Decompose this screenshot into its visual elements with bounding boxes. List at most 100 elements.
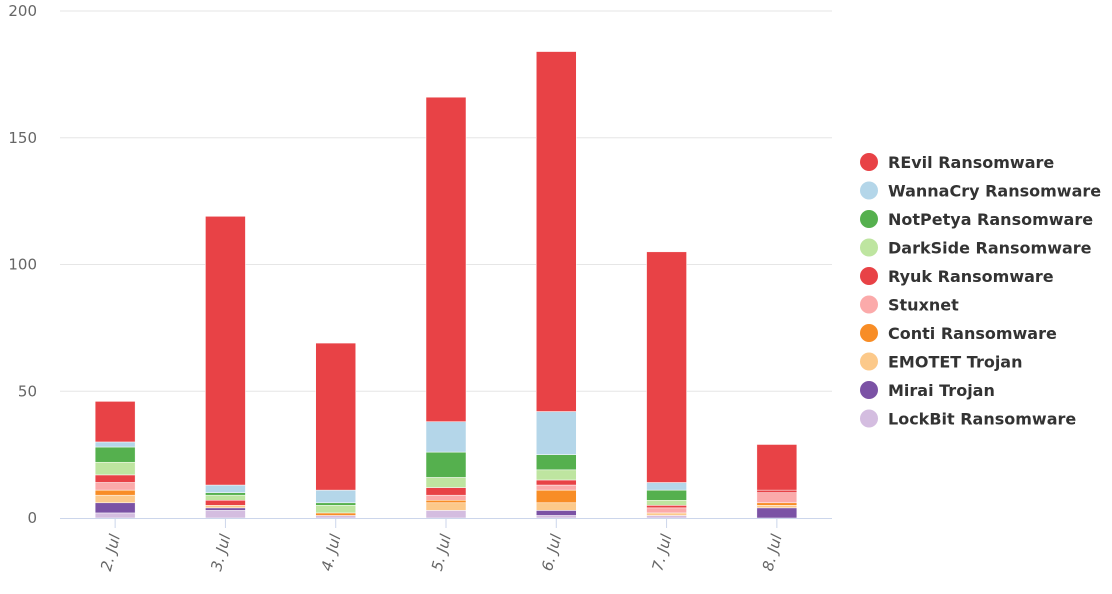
legend-item[interactable]: EMOTET Trojan [860,352,1023,372]
bar-segment[interactable] [646,251,687,483]
bar-segment[interactable] [646,489,687,501]
bar-segment[interactable] [94,494,136,504]
bar-segment[interactable] [646,515,687,519]
legend-item[interactable]: WannaCry Ransomware [860,181,1101,201]
bar-segment[interactable] [646,500,687,506]
bar-segment[interactable] [536,469,577,481]
bar-segment[interactable] [205,484,246,493]
legend-item[interactable]: LockBit Ransomware [860,409,1076,429]
bar-segment[interactable] [536,411,577,455]
bar-segment[interactable] [425,510,467,519]
legend-item[interactable]: Conti Ransomware [860,324,1057,343]
bars [94,51,798,519]
bar-segment[interactable] [94,502,136,514]
legend-item[interactable]: Ryuk Ransomware [860,267,1054,286]
bar-segment[interactable] [646,507,687,514]
bar-segment[interactable] [425,502,467,511]
bar-segment[interactable] [94,461,136,476]
legend-label: EMOTET Trojan [888,353,1023,372]
bar-segment[interactable] [315,502,356,506]
legend-marker [860,352,878,371]
bar-segment[interactable] [756,444,798,491]
x-tick-label: 6. Jul [538,532,565,573]
bar-segment[interactable] [425,500,467,504]
bar-segment[interactable] [94,401,136,443]
legend-marker [860,153,878,171]
bar-segment[interactable] [756,507,798,519]
legend-marker [860,324,878,342]
legend-marker [860,267,878,285]
bar-segment[interactable] [315,342,356,491]
legend-item[interactable]: DarkSide Ransomware [860,238,1092,258]
bar-segment[interactable] [205,494,246,501]
bar-segment[interactable] [536,489,577,504]
bar-segment[interactable] [205,510,246,519]
bar-segment[interactable] [536,515,577,519]
y-axis: 0 50 100 150 200 [8,2,37,527]
bar-segment[interactable] [94,482,136,491]
legend-marker [860,381,878,399]
bar-segment[interactable] [425,451,467,478]
bar-segment[interactable] [205,507,246,511]
bar-segment[interactable] [94,474,136,483]
legend-item[interactable]: Mirai Trojan [860,381,995,400]
bar-segment[interactable] [536,484,577,491]
legend-item[interactable]: Stuxnet [860,295,959,315]
legend-label: LockBit Ransomware [888,410,1076,429]
bar-segment[interactable] [646,505,687,509]
x-tick-label: 2. Jul [97,532,124,573]
legend-label: NotPetya Ransomware [888,210,1093,229]
bar-segment[interactable] [756,489,798,493]
bar-segment[interactable] [536,51,577,412]
bar-segment[interactable] [536,502,577,511]
y-tick-label: 0 [27,509,37,527]
legend-label: DarkSide Ransomware [888,239,1092,258]
bar-segment[interactable] [205,500,246,506]
bar-segment[interactable] [205,492,246,496]
x-tick-label: 5. Jul [428,532,455,573]
bar-segment[interactable] [205,216,246,486]
y-tick-label: 200 [8,2,37,20]
bar-segment[interactable] [756,505,798,509]
bar-segment[interactable] [425,487,467,496]
bar-segment[interactable] [536,510,577,516]
bar-segment[interactable] [756,492,798,504]
x-tick-label: 7. Jul [648,532,675,573]
bar-segment[interactable] [205,505,246,509]
bar-segment[interactable] [315,512,356,516]
bar-segment[interactable] [425,477,467,488]
bar-segment[interactable] [646,482,687,491]
legend-marker [860,409,878,428]
bar-segment[interactable] [315,515,356,519]
legend-item[interactable]: NotPetya Ransomware [860,210,1093,229]
x-axis: 2. Jul 3. Jul 4. Jul 5. Jul 6. Jul 7. Jul 8. J… [60,518,832,573]
x-tick-label: 4. Jul [318,532,345,573]
bar-segment[interactable] [646,512,687,516]
bar-segment[interactable] [756,502,798,506]
legend-label: Stuxnet [888,296,959,315]
bar-segment[interactable] [315,505,356,514]
legend-label: Ryuk Ransomware [888,267,1054,286]
bar-segment[interactable] [94,441,136,448]
bar-segment[interactable] [425,421,467,453]
y-tick-label: 50 [18,382,37,400]
legend-marker [860,210,878,228]
y-tick-label: 150 [8,129,37,147]
bar-segment[interactable] [536,454,577,471]
bar-segment[interactable] [94,446,136,463]
y-tick-label: 100 [8,256,37,274]
legend-item[interactable]: REvil Ransomware [860,153,1054,172]
bar-segment[interactable] [425,494,467,501]
bar-segment[interactable] [315,489,356,504]
bar-segment[interactable] [94,512,136,519]
bar-segment[interactable] [536,479,577,486]
bar-segment[interactable] [94,489,136,496]
legend-label: Conti Ransomware [888,324,1057,343]
legend-marker [860,238,878,257]
legend-label: REvil Ransomware [888,153,1054,172]
x-tick-label: 8. Jul [759,532,786,573]
bar-segment[interactable] [425,96,467,422]
legend-label: Mirai Trojan [888,381,995,400]
legend: REvil Ransomware WannaCry Ransomware NotPe… [860,153,1101,429]
